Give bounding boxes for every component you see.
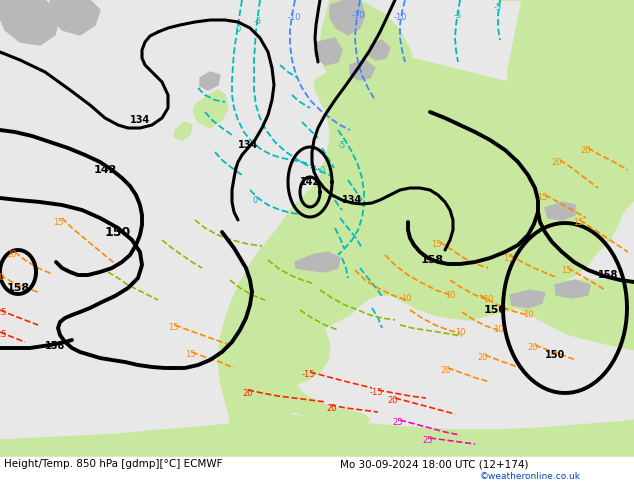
- Text: 158: 158: [45, 341, 65, 351]
- Polygon shape: [295, 252, 340, 272]
- Text: 10: 10: [455, 327, 465, 337]
- Text: -15: -15: [301, 369, 314, 378]
- Text: -10: -10: [287, 14, 301, 23]
- Text: 15: 15: [430, 240, 441, 248]
- Text: 20: 20: [527, 343, 538, 351]
- Text: 10: 10: [401, 294, 411, 302]
- Text: 20: 20: [388, 395, 398, 405]
- Polygon shape: [490, 280, 634, 350]
- Polygon shape: [50, 0, 100, 35]
- Text: Mo 30-09-2024 18:00 UTC (12+174): Mo 30-09-2024 18:00 UTC (12+174): [340, 459, 529, 469]
- Polygon shape: [320, 0, 415, 118]
- Text: 15: 15: [560, 266, 571, 274]
- Text: -5: -5: [254, 18, 262, 26]
- Text: 0: 0: [235, 25, 241, 34]
- Polygon shape: [193, 90, 228, 128]
- Text: 20: 20: [552, 157, 562, 167]
- Text: -5: -5: [494, 3, 502, 13]
- Text: 15: 15: [573, 218, 583, 226]
- Text: -10: -10: [351, 10, 365, 20]
- Text: -5: -5: [454, 10, 462, 20]
- Text: 10: 10: [444, 291, 455, 299]
- Polygon shape: [350, 60, 375, 80]
- Text: -5: -5: [338, 141, 346, 149]
- Polygon shape: [200, 72, 220, 90]
- Polygon shape: [330, 0, 365, 35]
- Text: -15: -15: [0, 329, 7, 339]
- Polygon shape: [0, 0, 60, 45]
- Text: 0: 0: [320, 166, 325, 174]
- Polygon shape: [545, 202, 575, 220]
- Text: 20: 20: [478, 352, 488, 362]
- Text: ©weatheronline.co.uk: ©weatheronline.co.uk: [480, 471, 581, 481]
- Text: 0: 0: [252, 196, 257, 204]
- Text: 15: 15: [503, 253, 514, 263]
- Text: 15: 15: [537, 193, 547, 201]
- Polygon shape: [174, 122, 192, 140]
- Text: -15: -15: [0, 308, 7, 317]
- Polygon shape: [315, 38, 342, 65]
- Text: 15: 15: [184, 349, 195, 359]
- Text: Height/Temp. 850 hPa [gdmp][°C] ECMWF: Height/Temp. 850 hPa [gdmp][°C] ECMWF: [4, 459, 223, 469]
- Polygon shape: [226, 318, 330, 385]
- Text: 20: 20: [441, 366, 451, 374]
- Text: 20: 20: [327, 403, 337, 413]
- Text: 134: 134: [130, 115, 150, 125]
- Polygon shape: [490, 0, 634, 292]
- Text: 25: 25: [392, 417, 403, 426]
- Text: 20: 20: [581, 146, 592, 154]
- Text: 15: 15: [53, 218, 63, 226]
- Text: 150: 150: [105, 225, 131, 239]
- Text: 158: 158: [598, 270, 618, 280]
- Text: 142: 142: [93, 165, 117, 175]
- Text: 20: 20: [7, 249, 17, 259]
- Polygon shape: [510, 290, 545, 308]
- Text: 10: 10: [523, 310, 533, 318]
- Text: 134: 134: [342, 195, 362, 205]
- Polygon shape: [555, 280, 590, 298]
- Text: 158: 158: [420, 255, 444, 265]
- Text: 15: 15: [168, 322, 178, 332]
- Text: 150: 150: [484, 305, 507, 315]
- Polygon shape: [368, 40, 390, 60]
- Polygon shape: [0, 415, 634, 457]
- Bar: [0, 457, 634, 490]
- Text: 20: 20: [243, 389, 253, 397]
- Polygon shape: [218, 55, 625, 457]
- Text: 25: 25: [423, 436, 433, 444]
- Text: 10: 10: [493, 324, 503, 334]
- Text: 10: 10: [482, 294, 493, 303]
- Text: -15: -15: [369, 388, 383, 396]
- Text: 142: 142: [300, 177, 320, 187]
- Text: 150: 150: [545, 350, 565, 360]
- Text: -10: -10: [393, 14, 407, 23]
- Text: 20: 20: [0, 272, 5, 281]
- Bar: [0, 457, 634, 490]
- Text: 158: 158: [6, 283, 30, 293]
- Text: 134: 134: [238, 140, 258, 150]
